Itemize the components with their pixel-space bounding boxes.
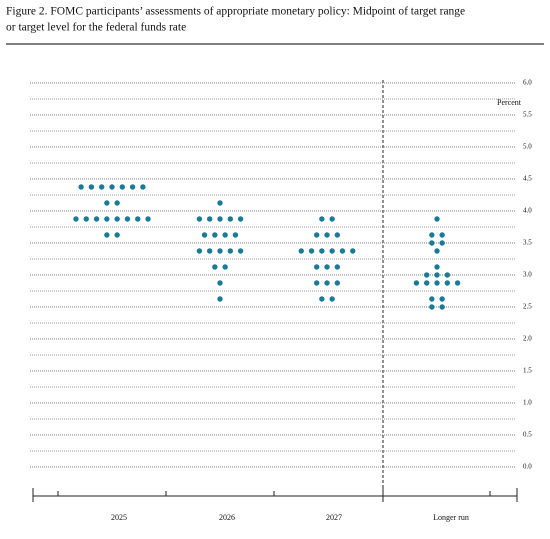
dot bbox=[217, 200, 223, 206]
dot bbox=[334, 264, 340, 270]
dot bbox=[454, 280, 461, 286]
y-tick-label: 5.5 bbox=[523, 111, 532, 119]
dot bbox=[217, 296, 223, 302]
x-tick-label: 2027 bbox=[326, 513, 342, 522]
dot bbox=[429, 304, 435, 310]
y-tick-label: 4.0 bbox=[523, 207, 532, 215]
x-tick-label: 2026 bbox=[219, 513, 235, 522]
dot bbox=[114, 232, 120, 238]
dot bbox=[104, 216, 110, 222]
dot bbox=[217, 216, 223, 222]
y-tick-label: 6.0 bbox=[523, 79, 532, 87]
dot bbox=[434, 272, 440, 278]
dot bbox=[88, 184, 95, 190]
dot bbox=[314, 264, 320, 270]
dot bbox=[227, 248, 233, 254]
dot bbox=[439, 296, 445, 302]
y-tick-label: 4.5 bbox=[523, 175, 532, 183]
dot bbox=[439, 304, 445, 310]
y-tick-label: 5.0 bbox=[523, 143, 532, 151]
dot bbox=[93, 216, 100, 222]
dot bbox=[237, 248, 244, 254]
dot bbox=[129, 184, 136, 190]
dot bbox=[222, 264, 228, 270]
dot bbox=[207, 248, 213, 254]
dot bbox=[104, 232, 110, 238]
dot bbox=[329, 248, 335, 254]
y-tick-label: 1.5 bbox=[523, 367, 532, 375]
dot bbox=[119, 184, 126, 190]
dot bbox=[444, 272, 450, 278]
y-tick-label: 3.5 bbox=[523, 239, 532, 247]
chart-subtitle: or target level for the federal funds ra… bbox=[6, 22, 186, 34]
x-tick-label: 2025 bbox=[111, 513, 127, 522]
dot bbox=[212, 264, 218, 270]
dot bbox=[114, 216, 120, 222]
dot bbox=[334, 232, 340, 238]
dot bbox=[232, 232, 239, 238]
dot bbox=[196, 248, 203, 254]
dot bbox=[439, 232, 445, 238]
dot bbox=[334, 280, 340, 286]
dot bbox=[314, 232, 320, 238]
dot bbox=[222, 232, 228, 238]
dot bbox=[329, 216, 335, 222]
dot bbox=[339, 248, 346, 254]
dot bbox=[413, 280, 420, 286]
dot bbox=[429, 296, 435, 302]
dot bbox=[196, 216, 203, 222]
dot bbox=[217, 248, 223, 254]
dot bbox=[308, 248, 315, 254]
dot bbox=[298, 248, 304, 254]
dot bbox=[217, 280, 223, 286]
dot bbox=[324, 280, 330, 286]
dot bbox=[83, 216, 89, 222]
dot bbox=[114, 200, 120, 206]
y-tick-label: 0.0 bbox=[523, 463, 532, 471]
dot bbox=[319, 216, 325, 222]
dot bbox=[319, 248, 325, 254]
dot bbox=[145, 216, 151, 222]
y-axis-label: Percent bbox=[497, 98, 522, 107]
dot bbox=[73, 216, 79, 222]
dot bbox=[135, 216, 141, 222]
dot bbox=[434, 264, 440, 270]
dot bbox=[350, 248, 356, 254]
dot bbox=[444, 280, 450, 286]
dot bbox=[124, 216, 131, 222]
dot bbox=[104, 200, 110, 206]
dot bbox=[140, 184, 146, 190]
dot bbox=[424, 280, 430, 286]
y-tick-label: 0.5 bbox=[523, 431, 532, 439]
dot bbox=[314, 280, 320, 286]
y-tick-label: 3.0 bbox=[523, 271, 532, 279]
chart-title: Figure 2. FOMC participants’ assessments… bbox=[6, 6, 465, 18]
dot bbox=[434, 248, 440, 254]
dot bbox=[324, 264, 330, 270]
y-tick-label: 2.5 bbox=[523, 303, 532, 311]
y-tick-label: 1.0 bbox=[523, 399, 532, 407]
dot bbox=[434, 280, 440, 286]
x-tick-label: Longer run bbox=[433, 513, 469, 522]
dot bbox=[434, 216, 440, 222]
dot bbox=[429, 240, 435, 246]
dot bbox=[329, 296, 335, 302]
dot bbox=[324, 232, 330, 238]
dot bbox=[212, 232, 218, 238]
y-tick-label: 2.0 bbox=[523, 335, 532, 343]
dot bbox=[78, 184, 84, 190]
dot bbox=[227, 216, 233, 222]
dot bbox=[439, 240, 445, 246]
dot bbox=[207, 216, 213, 222]
dot bbox=[109, 184, 115, 190]
dot bbox=[237, 216, 244, 222]
dot bbox=[201, 232, 208, 238]
dot bbox=[99, 184, 105, 190]
dot bbox=[429, 232, 435, 238]
dot bbox=[319, 296, 325, 302]
dot bbox=[424, 272, 430, 278]
